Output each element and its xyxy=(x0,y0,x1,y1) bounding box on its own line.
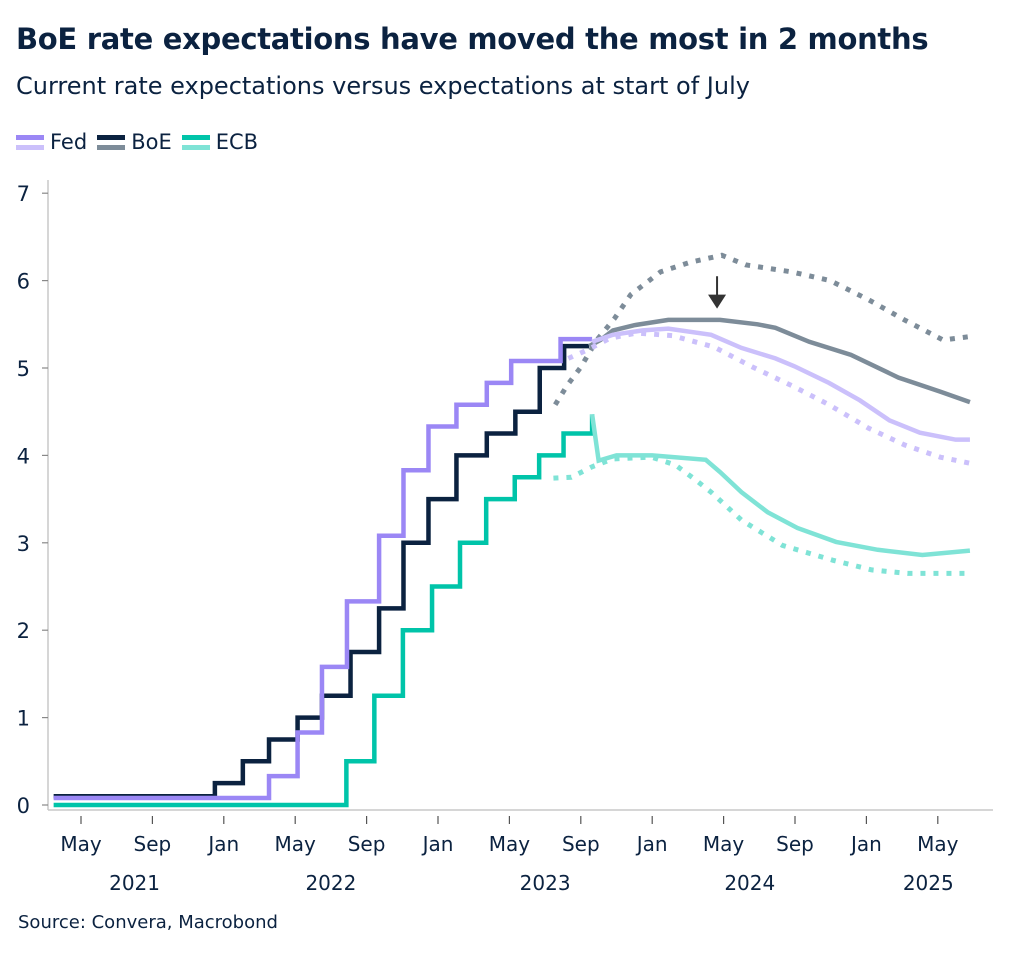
x-tick-label: May xyxy=(489,832,531,856)
y-tick-label: 3 xyxy=(17,532,30,556)
legend-swatch-fed xyxy=(16,134,44,150)
series-boe-forward xyxy=(588,317,971,405)
legend: Fed BoE ECB xyxy=(16,130,258,154)
series-fed-step xyxy=(53,336,593,801)
series-ecb-forward xyxy=(589,414,971,558)
x-tick-label: May xyxy=(60,832,102,856)
y-tick-label: 4 xyxy=(17,444,30,468)
x-tick-label: Sep xyxy=(562,832,600,856)
chart-subtitle: Current rate expectations versus expecta… xyxy=(16,72,750,100)
x-year-label: 2021 xyxy=(109,871,160,895)
x-tick-label: Sep xyxy=(776,832,814,856)
legend-swatch-boe xyxy=(97,134,126,150)
x-year-label: 2023 xyxy=(520,871,571,895)
x-tick-label: Jan xyxy=(635,832,668,856)
y-tick-label: 0 xyxy=(17,794,30,818)
y-tick-label: 6 xyxy=(17,270,30,294)
x-tick-label: Jan xyxy=(206,832,239,856)
x-tick-label: Jan xyxy=(849,832,882,856)
legend-swatch-ecb xyxy=(181,134,210,150)
x-tick-label: May xyxy=(275,832,317,856)
legend-item-ecb: ECB xyxy=(181,130,259,154)
x-tick-label: May xyxy=(703,832,745,856)
legend-label-ecb: ECB xyxy=(215,130,259,154)
y-tick-label: 2 xyxy=(17,619,30,643)
legend-item-fed: Fed xyxy=(16,130,87,154)
series-ecb-step xyxy=(53,414,595,808)
x-tick-label: Sep xyxy=(134,832,172,856)
x-tick-label: May xyxy=(917,832,959,856)
series-fed-july xyxy=(567,330,971,466)
x-year-label: 2024 xyxy=(724,871,775,895)
y-tick-label: 7 xyxy=(17,182,30,206)
y-tick-label: 1 xyxy=(17,707,30,731)
legend-item-boe: BoE xyxy=(97,130,172,154)
x-tick-label: Jan xyxy=(421,832,454,856)
series-fed-forward xyxy=(591,326,970,442)
x-tick-label: Sep xyxy=(348,832,386,856)
x-year-label: 2022 xyxy=(305,871,356,895)
x-year-label: 2025 xyxy=(903,871,954,895)
annotation-arrow-head-icon xyxy=(708,294,727,309)
chart-title: BoE rate expectations have moved the mos… xyxy=(16,22,929,56)
series-boe-step xyxy=(53,343,590,799)
source-note: Source: Convera, Macrobond xyxy=(18,912,278,933)
legend-label-fed: Fed xyxy=(50,130,88,154)
y-tick-label: 5 xyxy=(17,357,30,381)
legend-label-boe: BoE xyxy=(131,130,172,154)
series-ecb-july xyxy=(553,454,970,576)
